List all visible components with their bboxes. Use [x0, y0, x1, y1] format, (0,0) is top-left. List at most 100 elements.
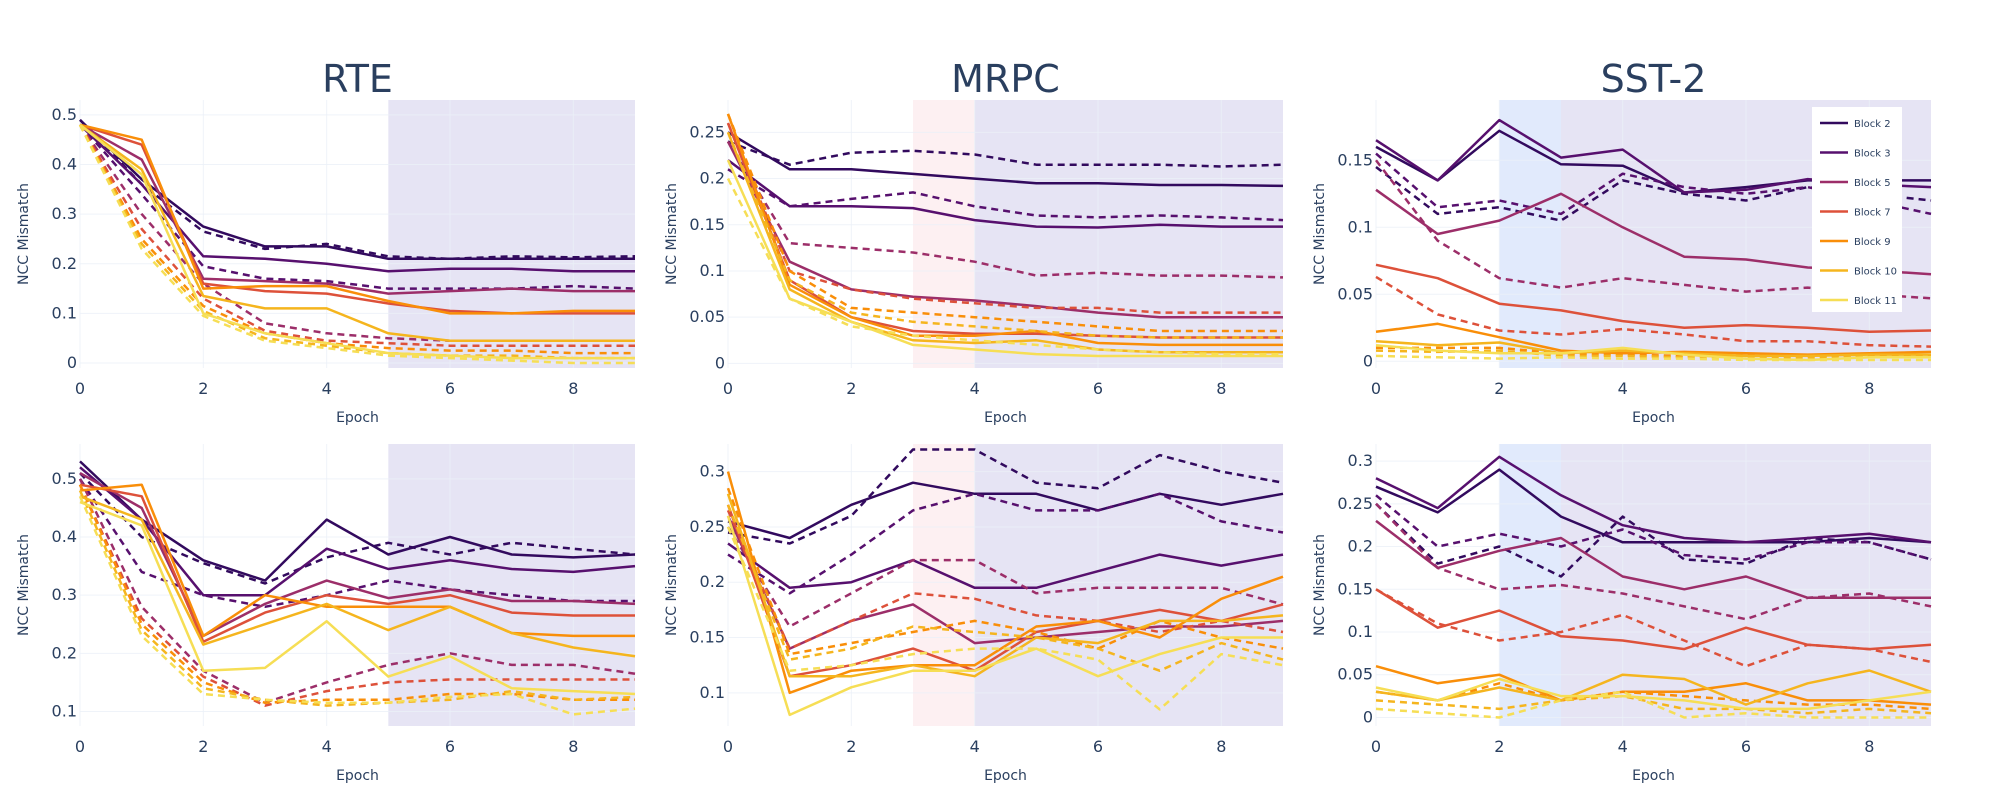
series-block-10-dashed [726, 504, 1284, 672]
shaded-region [974, 444, 1283, 726]
x-tick-label: 2 [1494, 737, 1504, 756]
y-axis-label: NCC Mismatch [1312, 183, 1328, 285]
y-tick-label: 0.5 [52, 105, 77, 124]
series-block-9-dashed [78, 124, 635, 355]
x-tick-label: 2 [846, 379, 856, 398]
x-tick-label: 8 [1864, 379, 1874, 398]
series-block-9-solid [726, 113, 1283, 347]
legend-label: Block 9 [1854, 237, 1891, 248]
series-block-3-dashed [1375, 152, 1932, 216]
y-tick-label: 0.1 [700, 683, 725, 702]
series-block-10-dashed [726, 131, 1283, 339]
x-axis-label: Epoch [1632, 410, 1675, 426]
y-tick-label: 0.3 [52, 585, 77, 604]
series-block-7-dashed [78, 484, 635, 707]
y-tick-label: 0.25 [1337, 494, 1373, 513]
series-block-2-dashed [1375, 502, 1932, 578]
y-tick-label: 0.4 [52, 155, 77, 174]
series-block-3-dashed [727, 168, 1284, 222]
x-axis-label: Epoch [984, 768, 1027, 784]
series-block-7-solid [726, 504, 1284, 678]
series-block-11-solid [726, 159, 1283, 358]
x-tick-label: 6 [445, 737, 455, 756]
subplot-panel-5: 0 2 4 6 8 0.1 0.15 0.2 0.25 0.3 Epoch NCC Mismatch [664, 444, 1284, 784]
series-block-11-solid [726, 515, 1283, 717]
series-block-9-solid [1375, 664, 1932, 706]
y-tick-label: 0.1 [700, 261, 725, 280]
legend-label: Block 10 [1854, 267, 1897, 278]
y-axis-label: NCC Mismatch [1312, 534, 1328, 636]
series-block-2-dashed [79, 119, 636, 261]
series-block-11-dashed [726, 178, 1283, 356]
x-tick-label: 8 [1216, 737, 1226, 756]
series-block-10-solid [1375, 669, 1932, 706]
y-tick-label: 0.2 [700, 572, 725, 591]
x-tick-label: 8 [1864, 737, 1874, 756]
series-block-9-solid [79, 483, 635, 638]
x-tick-label: 6 [1741, 737, 1751, 756]
series-block-9-solid [726, 471, 1284, 695]
y-tick-label: 0 [67, 353, 77, 372]
y-tick-label: 0.2 [52, 643, 77, 662]
legend-label: Block 3 [1854, 149, 1891, 160]
y-tick-label: 0.1 [52, 701, 77, 720]
chart-title: RTE [322, 57, 393, 101]
series-block-3-solid [727, 542, 1284, 590]
legend: Block 2 Block 3 Block 5 Block 7 Block 9 Block… [1812, 107, 1902, 312]
y-tick-label: 0.05 [1337, 665, 1373, 684]
series-block-11-dashed [78, 495, 636, 716]
x-tick-label: 0 [1371, 737, 1381, 756]
series-block-3-solid [1375, 455, 1932, 544]
series-block-10-dashed [1375, 349, 1931, 359]
y-tick-label: 0.15 [689, 215, 725, 234]
subplot-panel-4: 0 2 4 6 8 0.1 0.2 0.3 0.4 0.5 Epoch NCC Mismatch [16, 444, 636, 784]
x-axis-label: Epoch [336, 768, 379, 784]
subplot-panel-6: 0 2 4 6 8 0 0.05 0.1 0.15 0.2 0.25 0.3 Epoch NCC Mism… [1312, 444, 1932, 784]
series-block-5-solid [79, 123, 635, 295]
series-block-9-dashed [726, 113, 1283, 333]
x-tick-label: 4 [970, 737, 980, 756]
series-block-9-solid [79, 123, 635, 315]
series-block-10-solid [79, 123, 635, 342]
series-block-7-dashed [726, 509, 1284, 650]
y-tick-label: 0.2 [52, 254, 77, 273]
x-tick-label: 0 [1371, 379, 1381, 398]
y-tick-label: 0.2 [1348, 537, 1373, 556]
y-axis-label: NCC Mismatch [16, 534, 32, 636]
x-tick-label: 0 [723, 379, 733, 398]
y-tick-label: 0.3 [1348, 451, 1373, 470]
y-tick-label: 0.25 [689, 122, 725, 141]
series-block-10-dashed [1375, 694, 1932, 715]
x-tick-label: 4 [322, 379, 332, 398]
x-axis-label: Epoch [336, 410, 379, 426]
series-block-11-dashed [726, 526, 1284, 711]
series-block-7-solid [1375, 263, 1932, 334]
legend-label: Block 7 [1854, 208, 1891, 219]
y-tick-label: 0.1 [1348, 622, 1373, 641]
series-block-7-solid [1375, 588, 1932, 651]
series-block-3-dashed [79, 123, 636, 290]
y-tick-label: 0.3 [700, 462, 725, 481]
x-tick-label: 6 [1741, 379, 1751, 398]
series-block-5-dashed [726, 526, 1284, 628]
x-axis-label: Epoch [1632, 768, 1675, 784]
x-tick-label: 0 [723, 737, 733, 756]
x-tick-label: 4 [322, 737, 332, 756]
y-tick-label: 0 [715, 353, 725, 372]
chart-title: SST-2 [1601, 57, 1707, 101]
x-tick-label: 4 [1618, 737, 1628, 756]
x-tick-label: 6 [445, 379, 455, 398]
series-block-2-dashed [727, 140, 1284, 168]
series-block-10-solid [726, 493, 1284, 678]
x-tick-label: 2 [198, 379, 208, 398]
series-block-2-solid [79, 119, 635, 261]
series-block-7-dashed [726, 122, 1283, 314]
x-tick-label: 2 [198, 737, 208, 756]
y-axis-label: NCC Mismatch [664, 534, 680, 636]
y-tick-label: 0.4 [52, 527, 77, 546]
series-block-2-solid [79, 460, 636, 582]
series-block-3-dashed [727, 492, 1284, 595]
series-block-11-solid [79, 123, 635, 360]
y-tick-label: 0 [1363, 707, 1373, 726]
